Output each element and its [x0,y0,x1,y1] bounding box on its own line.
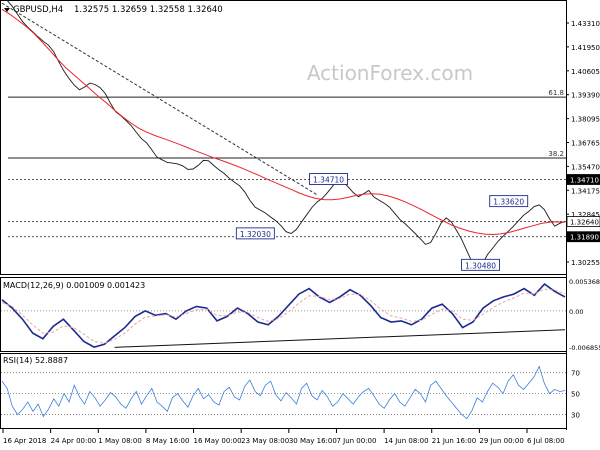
price-y-tick-label: 1.39390 [571,92,600,100]
price-y-tick-label: 1.40605 [571,68,600,76]
price-y-tick-label: 1.43310 [571,20,600,28]
rsi-group: 70 50 30 [1,365,580,420]
annotation-label: 1.30480 [465,261,496,270]
x-tick-label: 16 Apr 2018 [3,437,46,445]
price-y-tick-label: 1.35470 [571,163,600,171]
price-y-tick-label: 1.36765 [571,140,600,148]
price-y-tick-label: 1.38095 [571,116,600,124]
macd-y-tick-label: -0.006855 [569,344,600,352]
series-macd-line [1,283,566,348]
price-y-tick-label: 1.34175 [571,187,600,195]
macd-label: MACD(12,26,9) 0.001009 0.001423 [3,281,145,290]
macd-trendline [114,329,566,348]
annotation-box [309,173,348,185]
header-dropdown-icon[interactable] [4,8,10,12]
price-levels-group: 61.8 38.2 [8,89,566,238]
macd-y-tick-label: 0.00 [569,308,583,316]
level-1.34710-axis-box [566,174,600,185]
price-y-tick-label: 1.41950 [571,44,600,52]
annotation-label: 1.33620 [493,198,524,207]
x-tick-label: 7 Jun 00:00 [336,437,376,445]
price-annotations-group: 1.34710 1.32030 1.33620 1.30480 [235,173,529,271]
x-tick-label: 14 Jun 08:00 [384,437,428,445]
fib-38.2-label: 38.2 [548,150,564,158]
price-y-tick-label: 1.30255 [571,259,600,267]
x-tick-label: 21 Jun 16:00 [432,437,476,445]
annotation-box [489,195,529,208]
x-tick-label: 16 May 00:00 [194,437,242,445]
current-price-axis-label: 1.32640 [570,219,599,227]
header-symbol-label: GBPUSD,H4 [13,5,63,15]
annotation-box [461,258,500,271]
annotation-label: 1.32030 [240,230,271,239]
price-y-tick-label: 1.32845 [571,211,600,219]
series-sma-line [1,8,566,236]
fib-61.8-label: 61.8 [548,89,564,97]
x-tick-label: 6 Jul 08:00 [527,437,565,445]
watermark: ActionForex.com [307,61,473,85]
rsi-label: RSI(14) 52.8887 [3,356,68,365]
level-1.31890-axis-label: 1.31890 [570,234,599,242]
macd-group: 0.005368 0.00 -0.006855 [1,278,600,352]
level-1.31890-axis-box [566,231,600,243]
series-signal-line [1,288,566,344]
annotation-box [235,227,275,240]
rsi-y-tick-label: 70 [571,370,580,378]
x-tick-label: 30 May 16:00 [289,437,337,445]
level-1.34710-axis-label: 1.34710 [570,177,599,185]
macd-y-tick-label: 0.005368 [569,278,600,286]
header-ohlc: 1.32575 1.32659 1.32558 1.32640 [74,5,223,15]
price-trendline [1,2,318,196]
x-tick-label: 24 Apr 00:00 [51,437,97,445]
rsi-y-tick-label: 50 [571,391,580,399]
price-y-axis: 1.43310 1.41950 1.40605 1.39390 1.38095 1.367… [566,20,600,267]
current-price-axis-box [566,216,600,227]
x-axis: 16 Apr 2018 24 Apr 00:00 1 May 08:00 8 May … [2,429,565,445]
x-tick-label: 29 Jun 00:00 [479,437,523,445]
x-tick-label: 8 May 16:00 [146,437,190,445]
x-tick-label: 23 May 08:00 [241,437,289,445]
x-tick-label: 1 May 08:00 [98,437,142,445]
annotation-label: 1.34710 [313,176,344,185]
rsi-y-tick-label: 30 [571,412,580,420]
series-rsi-line [1,365,566,420]
